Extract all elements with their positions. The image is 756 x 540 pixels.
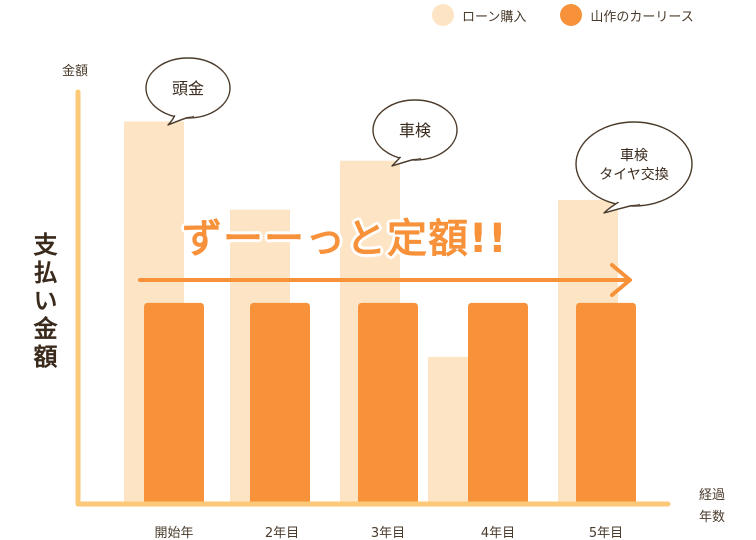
x-axis-label-line2: 年数 bbox=[698, 510, 725, 525]
y-axis-label: 支払い金額 bbox=[29, 232, 57, 372]
chart-legend: ローン購入 山作のカーリース bbox=[432, 4, 728, 26]
x-tick-label-4: 4年目 bbox=[481, 526, 515, 540]
legend-label-loan: ローン購入 bbox=[462, 9, 527, 25]
bar-lease-4 bbox=[468, 302, 528, 504]
legend-swatch-loan bbox=[432, 4, 454, 26]
bar-lease-1 bbox=[144, 302, 204, 504]
legend-label-lease: 山作のカーリース bbox=[590, 9, 694, 25]
x-axis-label-line1: 経過 bbox=[698, 488, 725, 503]
bubble-text-year5-line1: 車検 bbox=[620, 148, 648, 164]
trend-arrow-head bbox=[610, 263, 632, 297]
bar-lease-2 bbox=[250, 302, 310, 504]
x-axis-label: 経過 年数 bbox=[692, 485, 732, 529]
bubble-text-year3: 車検 bbox=[398, 121, 431, 140]
fixed-price-banner: ずーーっと定額!! bbox=[182, 216, 508, 262]
bubble-text-year5: 車検 タイヤ交換 bbox=[584, 147, 684, 185]
bar-lease-5 bbox=[576, 302, 636, 504]
x-tick-label-5: 5年目 bbox=[589, 526, 623, 540]
speech-bubble-year5 bbox=[575, 121, 693, 214]
speech-bubble-year3 bbox=[372, 99, 458, 167]
bubble-text-year0: 頭金 bbox=[171, 79, 204, 98]
x-tick-label-1: 開始年 bbox=[154, 526, 193, 540]
x-tick-label-3: 3年目 bbox=[371, 526, 405, 540]
legend-swatch-lease bbox=[560, 4, 583, 26]
legend-item-loan: ローン購入 bbox=[432, 4, 526, 26]
bar-lease-3 bbox=[358, 302, 418, 504]
y-axis-label-small: 金額 bbox=[62, 64, 89, 79]
x-tick-label-2: 2年目 bbox=[265, 526, 299, 540]
bubble-text-year5-line2: タイヤ交換 bbox=[599, 167, 669, 183]
legend-item-lease: 山作のカーリース bbox=[560, 4, 694, 26]
speech-bubble-year0 bbox=[145, 57, 231, 126]
